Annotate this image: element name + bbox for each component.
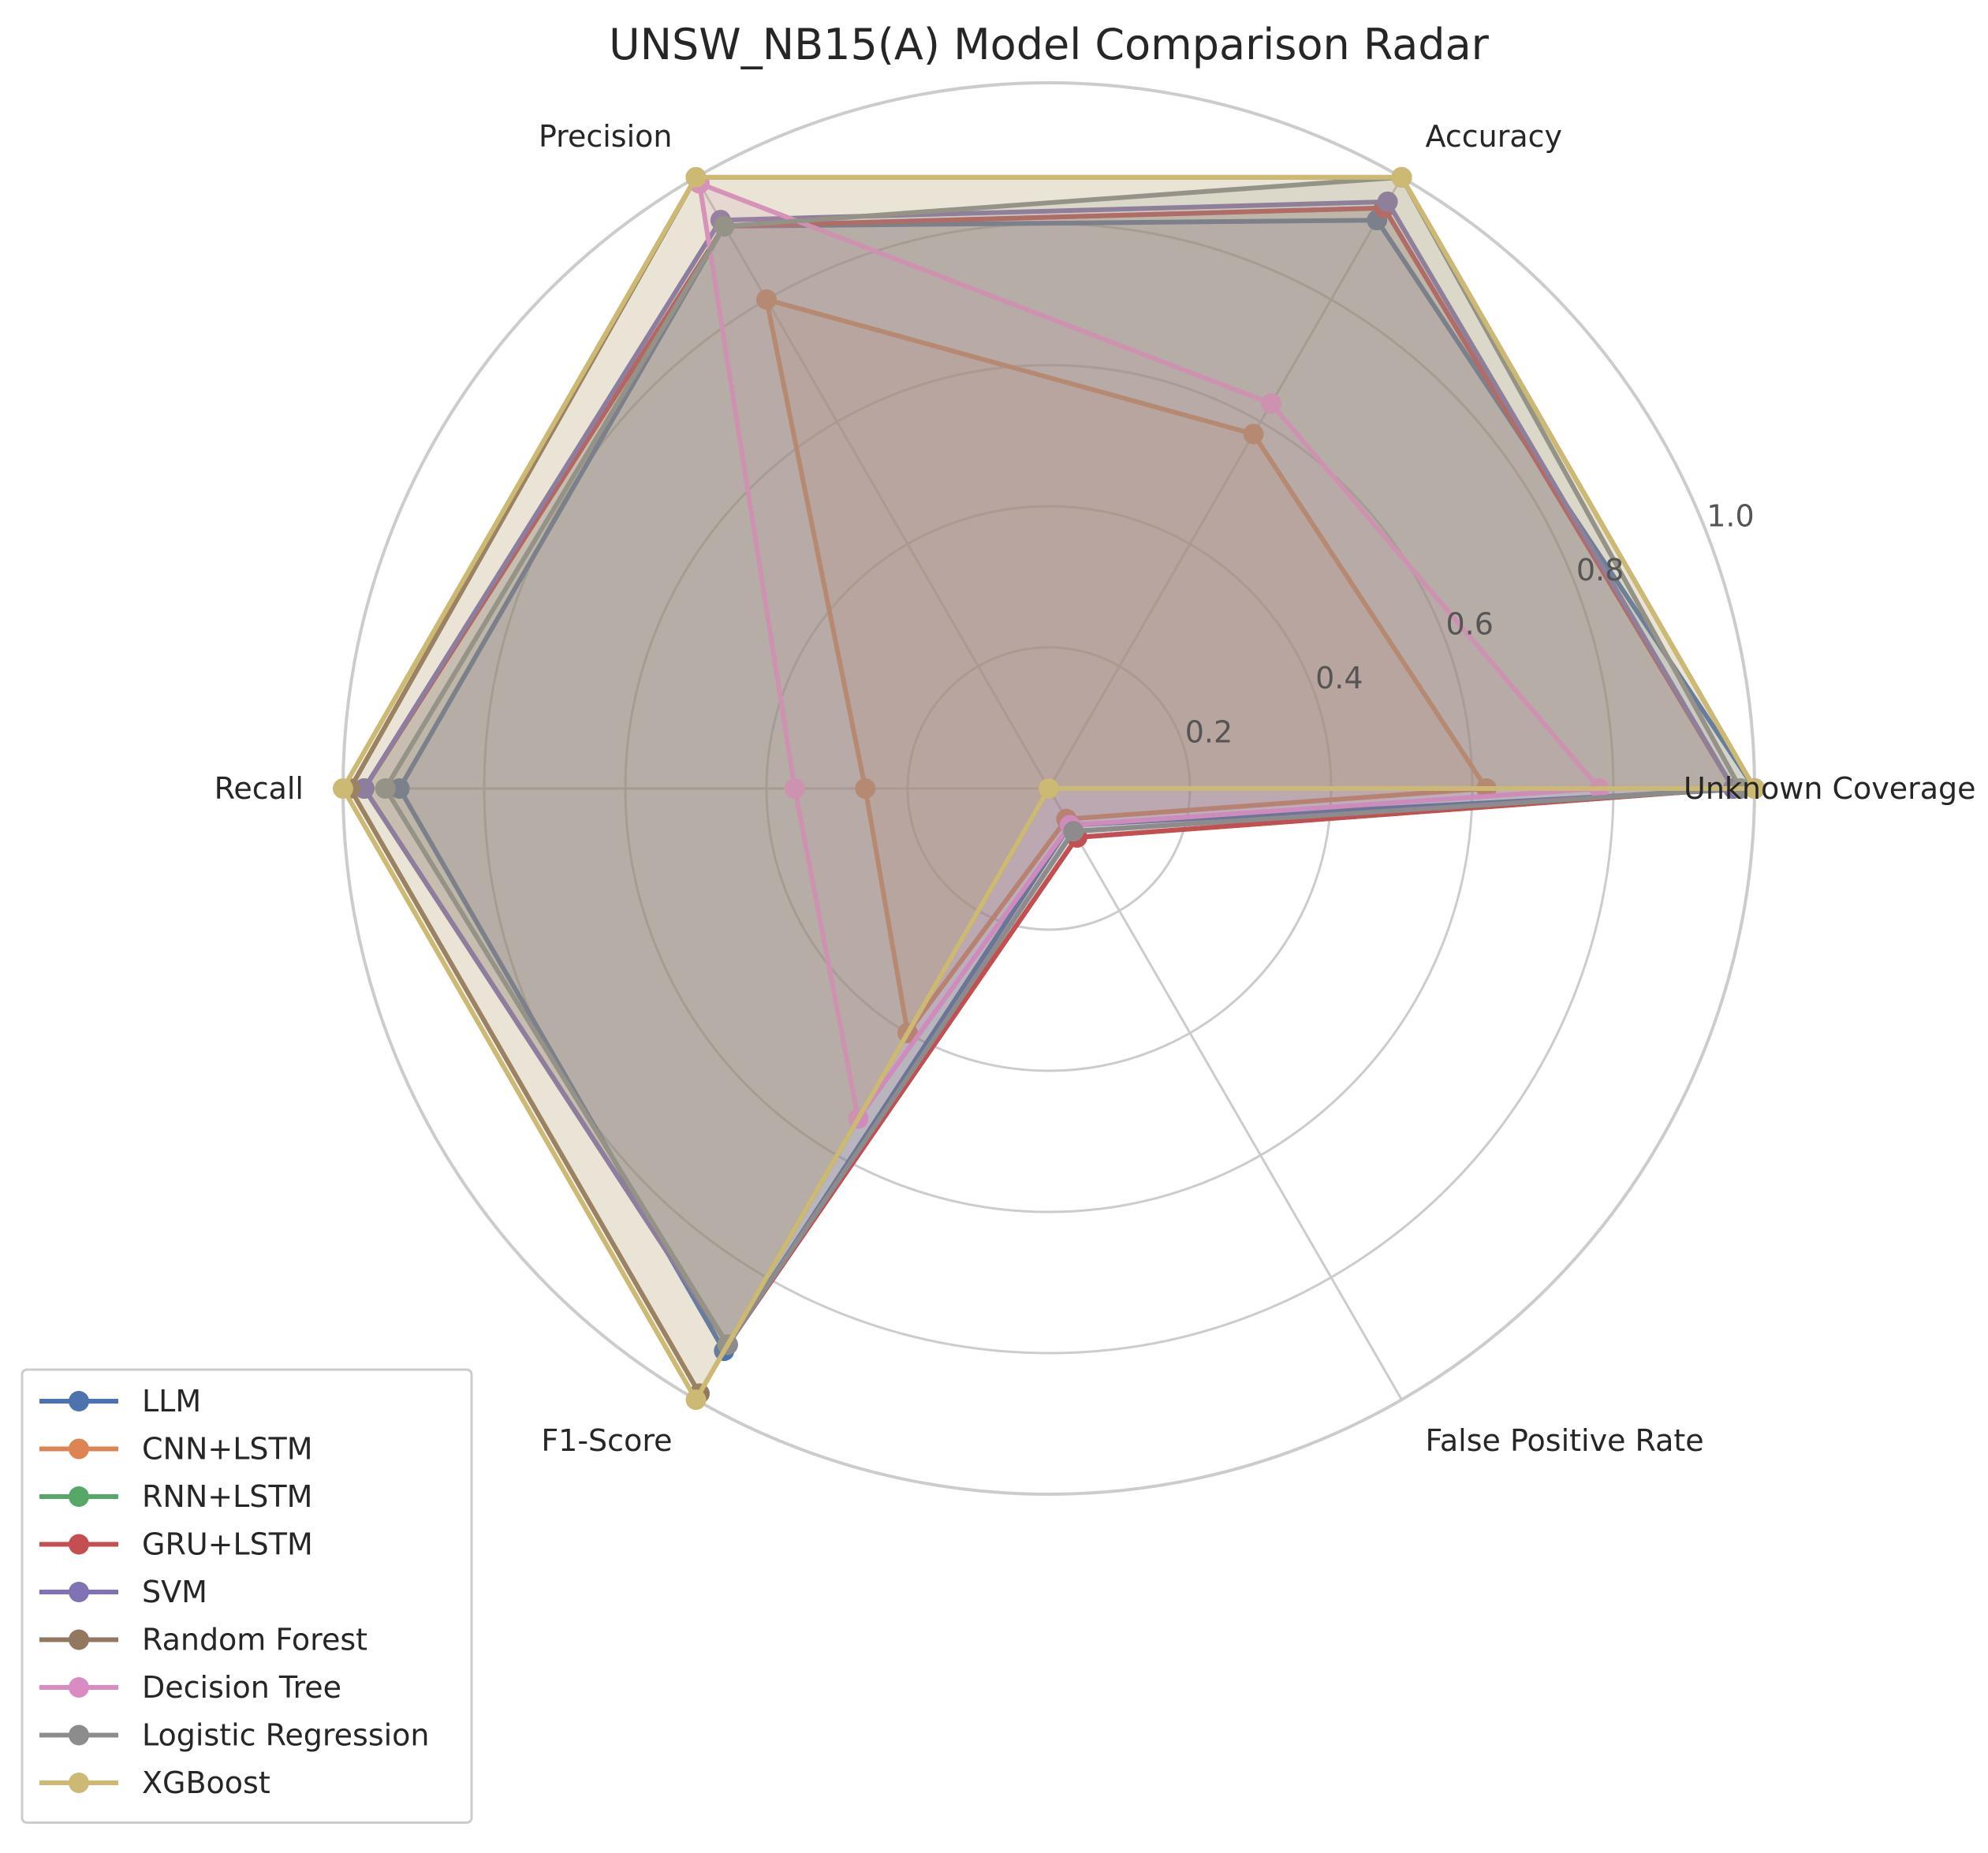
data-point: [756, 289, 777, 310]
series-fill: [364, 207, 1734, 1345]
series-layer: [333, 166, 1765, 1411]
data-point: [389, 778, 410, 799]
series-fill: [399, 220, 1755, 1352]
legend-item: LLM: [39, 1384, 201, 1419]
axis-labels: Unknown Coverage Accuracy Precision Recall F…: [214, 119, 1976, 1458]
legend-marker: [69, 1582, 89, 1602]
legend-item: RNN+LSTM: [39, 1479, 312, 1514]
legend-label: XGBoost: [142, 1765, 270, 1800]
legend-label: Logistic Regression: [142, 1718, 430, 1753]
legend-marker: [69, 1534, 89, 1555]
chart-title: UNSW_NB15(A) Model Comparison Radar: [609, 20, 1490, 69]
series-fill: [364, 207, 1734, 1345]
legend-label: RNN+LSTM: [142, 1479, 312, 1514]
legend-label: GRU+LSTM: [142, 1527, 313, 1562]
data-point: [1243, 423, 1264, 445]
legend: LLM CNN+LSTM RNN+LSTM GRU+LSTM SVM Random For…: [21, 1368, 473, 1824]
legend-marker: [69, 1391, 89, 1411]
series-xgboost: [333, 166, 1765, 1411]
data-point: [1744, 778, 1765, 799]
axis-label: Recall: [214, 771, 304, 806]
axis-spoke: [1047, 177, 1403, 789]
legend-label: CNN+LSTM: [142, 1432, 313, 1467]
axis-label: Accuracy: [1426, 119, 1563, 154]
legend-item: CNN+LSTM: [39, 1432, 313, 1467]
data-point: [353, 778, 375, 799]
series-fill: [699, 183, 1600, 1119]
legend-item: Logistic Regression: [39, 1718, 430, 1753]
data-point: [685, 1389, 707, 1411]
legend-label: LLM: [142, 1384, 201, 1419]
data-point: [685, 166, 707, 188]
radial-tick-label: 0.2: [1185, 714, 1233, 749]
axis-label: F1-Score: [541, 1423, 672, 1458]
legend-item: XGBoost: [39, 1765, 270, 1800]
axis-label: False Positive Rate: [1426, 1423, 1704, 1458]
legend-item: Random Forest: [39, 1623, 367, 1657]
data-point: [784, 778, 805, 799]
legend-marker: [69, 1677, 89, 1698]
legend-marker: [69, 1629, 89, 1650]
data-point: [855, 778, 876, 799]
data-point: [1063, 821, 1084, 842]
radial-tick-label: 0.8: [1576, 553, 1624, 587]
legend-marker: [69, 1724, 89, 1746]
data-point: [1391, 166, 1412, 188]
data-point: [1377, 191, 1398, 212]
legend-item: GRU+LSTM: [39, 1527, 313, 1562]
series-fill: [766, 299, 1486, 1033]
legend-marker: [69, 1773, 89, 1793]
axis-spoke: [1047, 788, 1403, 1400]
data-point: [375, 778, 396, 799]
axis-label: Precision: [539, 119, 673, 154]
axis-label: Unknown Coverage: [1684, 771, 1976, 806]
legend-label: SVM: [142, 1575, 207, 1609]
legend-label: Decision Tree: [142, 1670, 341, 1705]
series-fill: [385, 177, 1741, 1345]
legend-item: SVM: [39, 1575, 207, 1609]
axis-spoke: [695, 177, 1050, 789]
legend-box: [21, 1368, 473, 1824]
legend-label: Random Forest: [142, 1623, 367, 1657]
legend-item: Decision Tree: [39, 1670, 341, 1705]
series-fill: [364, 201, 1734, 1345]
legend-marker: [69, 1486, 89, 1507]
radial-tick-label: 1.0: [1706, 498, 1754, 533]
data-point: [1260, 393, 1281, 414]
data-point: [1039, 778, 1059, 799]
data-point: [333, 778, 353, 799]
radial-tick-label: 0.6: [1446, 606, 1494, 641]
legend-marker: [69, 1438, 89, 1460]
radial-tick-labels: 0.2 0.4 0.6 0.8 1.0: [1185, 498, 1755, 749]
data-point: [714, 215, 735, 237]
radial-tick-label: 0.4: [1315, 661, 1363, 695]
